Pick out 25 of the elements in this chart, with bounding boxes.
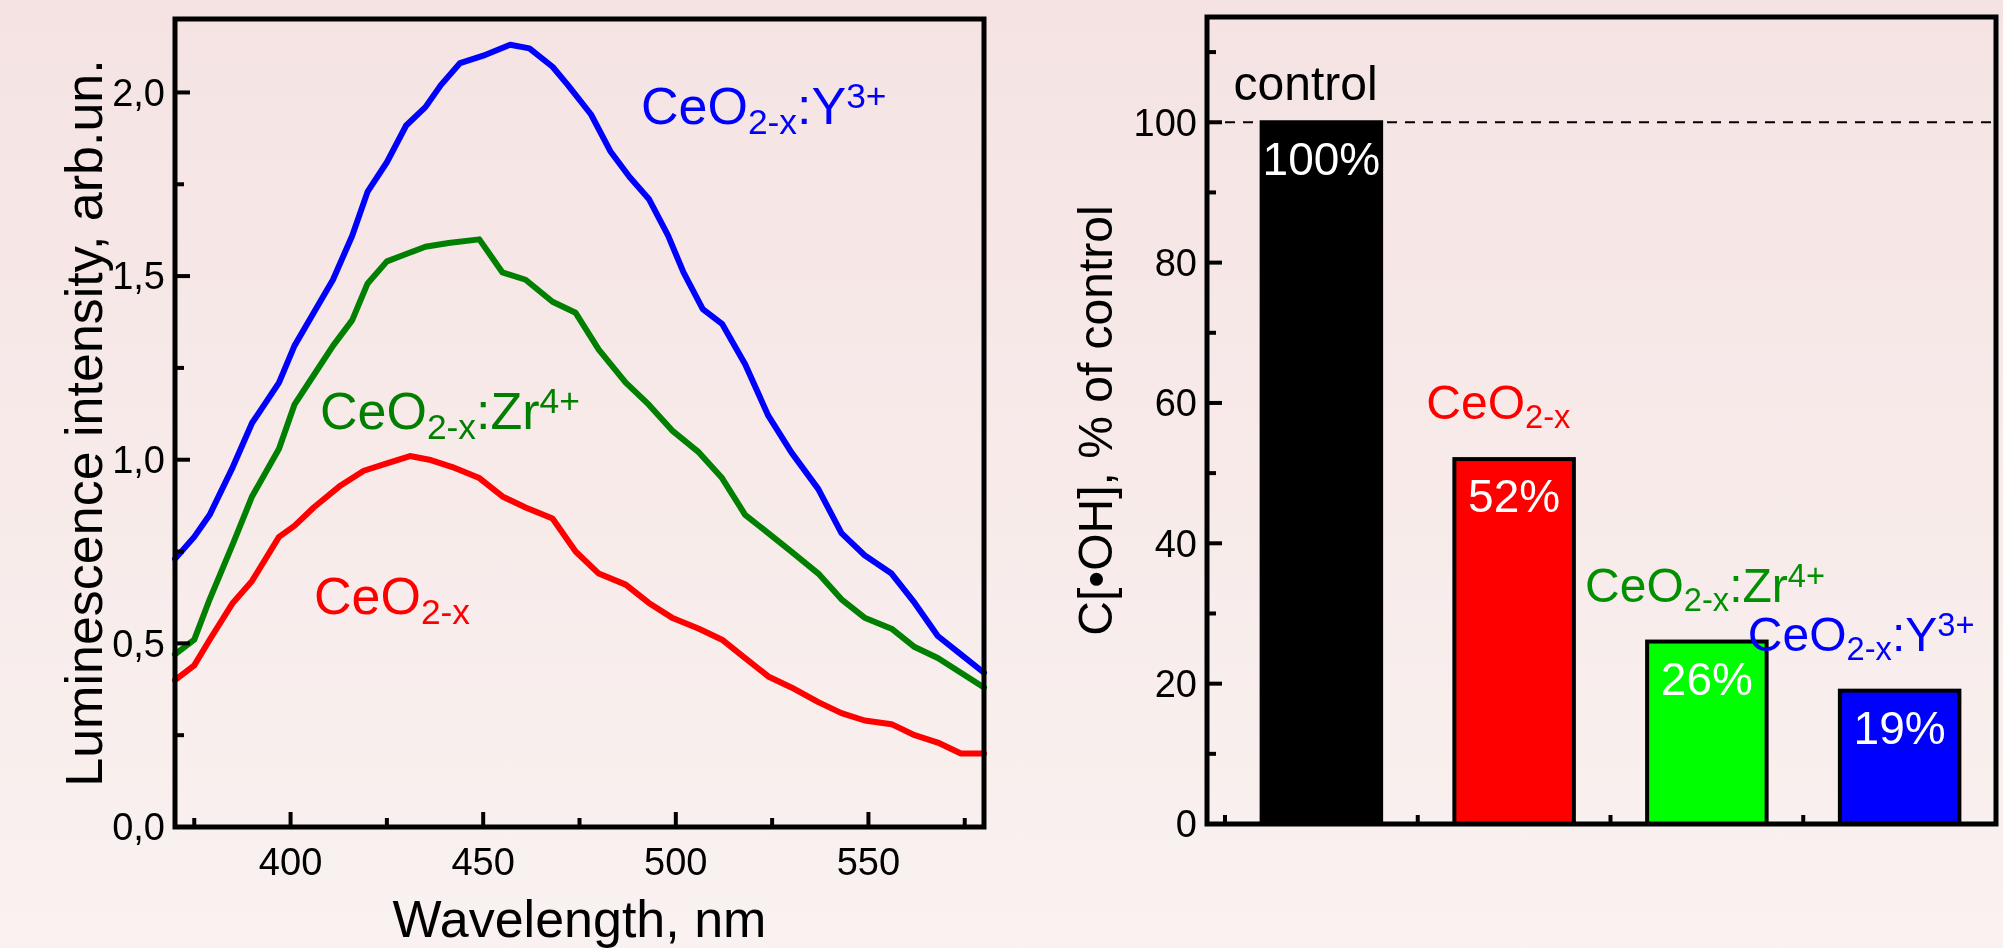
y-tick-label: 60 <box>1154 382 1197 425</box>
y-tick-label: 0 <box>1175 803 1197 846</box>
y-tick-label: 0,5 <box>112 622 165 665</box>
x-tick-label: 550 <box>836 841 901 883</box>
data-label: 19% <box>1853 701 1946 754</box>
y-tick-label: 1,0 <box>112 439 165 482</box>
x-tick-label: 400 <box>258 841 323 883</box>
series-label: CeO$_{2-x}$:Y$^{3+}$ <box>641 76 887 141</box>
y-tick-label: 1,5 <box>112 255 165 298</box>
y-tick-label: 100 <box>1133 101 1197 144</box>
y-axis-title: C[•OH], % of control <box>1069 205 1122 636</box>
y-tick-label: 40 <box>1154 522 1197 565</box>
data-label: 52% <box>1468 470 1561 523</box>
y-axis-title: Luminescence intensity, arb.un. <box>55 59 113 787</box>
y-tick-label: 2,0 <box>112 71 165 114</box>
series-label: CeO$_{2-x}$:Zr$^{4+}$ <box>320 381 580 446</box>
y-tick-label: 0,0 <box>112 806 165 849</box>
x-tick-label: control <box>1233 57 1378 111</box>
x-axis-title: Wavelength, nm <box>392 890 767 948</box>
y-tick-label: 20 <box>1154 662 1197 705</box>
data-label: 26% <box>1660 652 1753 705</box>
x-tick-label: 500 <box>644 841 708 883</box>
y-tick-label: 80 <box>1154 241 1197 284</box>
data-label: 100% <box>1262 133 1381 186</box>
x-tick-label: 450 <box>451 841 515 883</box>
